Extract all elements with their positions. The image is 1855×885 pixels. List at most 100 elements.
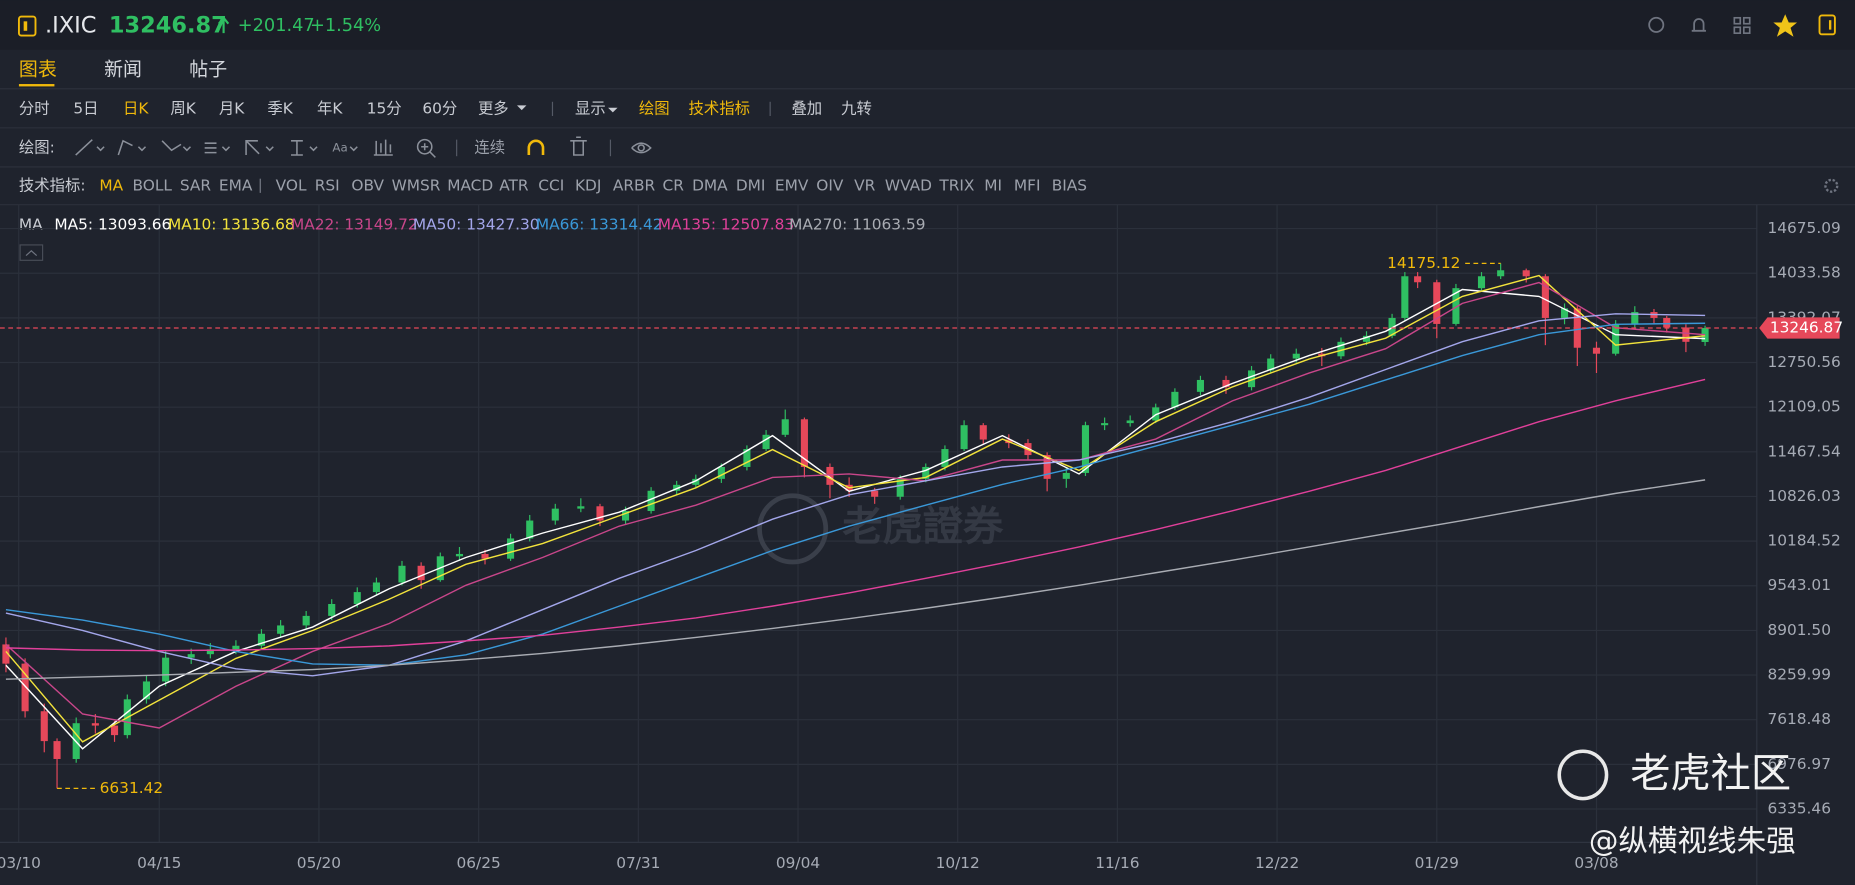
- grid-icon[interactable]: [1733, 16, 1751, 34]
- collapse-arrow: [25, 250, 38, 257]
- candle-body: [621, 511, 630, 521]
- period[interactable]: 年K: [317, 99, 343, 117]
- candle-body: [162, 657, 170, 682]
- indicator[interactable]: SAR: [180, 176, 212, 194]
- indicator[interactable]: MACD: [447, 176, 493, 194]
- candle-body: [1362, 335, 1371, 342]
- legend-entry: MA66: 13314.42: [536, 215, 663, 233]
- period[interactable]: 月K: [219, 99, 245, 117]
- candle-body: [1541, 276, 1549, 318]
- y-tick-label: 6335.46: [1767, 799, 1831, 817]
- overlay[interactable]: 叠加: [791, 99, 822, 117]
- indicator[interactable]: ATR: [499, 176, 529, 194]
- candle-body: [1631, 312, 1639, 324]
- indicator[interactable]: MFI: [1014, 176, 1041, 194]
- period[interactable]: 5日: [73, 99, 98, 117]
- candle-body: [1663, 317, 1671, 328]
- x-tick-label: 01/29: [1415, 854, 1459, 872]
- menu-icon[interactable]: [17, 15, 37, 37]
- indicator[interactable]: CCI: [538, 176, 564, 194]
- candle-body: [1497, 270, 1505, 277]
- indicator[interactable]: EMA: [219, 176, 253, 194]
- refresh-icon[interactable]: [1648, 16, 1665, 33]
- watermark-logo: [757, 493, 829, 565]
- indicator[interactable]: WVAD: [885, 176, 932, 194]
- panel-icon[interactable]: [1818, 14, 1836, 36]
- collapse-button[interactable]: [19, 244, 44, 261]
- annotation: 14175.12: [1387, 254, 1460, 272]
- period[interactable]: 15分: [367, 99, 402, 117]
- candle-body: [1152, 407, 1160, 421]
- x-tick-label: 03/10: [0, 854, 41, 872]
- period[interactable]: 更多: [478, 99, 509, 117]
- indicator[interactable]: BIAS: [1052, 176, 1087, 194]
- candle-body: [353, 592, 361, 604]
- dropdown-arrow: [516, 105, 527, 111]
- up-arrow: [218, 16, 230, 34]
- candle-body: [960, 425, 968, 450]
- y-tick-label: 8259.99: [1767, 666, 1831, 684]
- indicator[interactable]: MI: [984, 176, 1002, 194]
- candle-body: [1522, 270, 1530, 277]
- drawing-tools[interactable]: [75, 136, 652, 158]
- overlay[interactable]: 九转: [841, 99, 872, 117]
- indicator[interactable]: OBV: [351, 176, 384, 194]
- indicator[interactable]: BOLL: [133, 176, 173, 194]
- bell-icon[interactable]: [1691, 18, 1706, 32]
- drawing-mode[interactable]: 连续: [474, 138, 505, 156]
- candle-body: [1043, 455, 1051, 479]
- y-tick-label: 10184.52: [1767, 532, 1840, 550]
- tool[interactable]: 显示: [575, 99, 606, 117]
- indicator[interactable]: EMV: [775, 176, 809, 194]
- indicator[interactable]: DMA: [692, 176, 728, 194]
- tool[interactable]: 绘图: [639, 99, 670, 117]
- candle-body: [372, 582, 380, 593]
- candle-body: [941, 449, 949, 467]
- indicator[interactable]: DMI: [736, 176, 766, 194]
- indicator[interactable]: VOL: [276, 176, 307, 194]
- indicator[interactable]: ARBR: [613, 176, 656, 194]
- settings-icon[interactable]: [1824, 178, 1839, 193]
- indicator[interactable]: RSI: [315, 176, 340, 194]
- y-tick-label: 7618.48: [1767, 710, 1831, 728]
- candle-body: [692, 478, 700, 485]
- indicator[interactable]: CR: [663, 176, 685, 194]
- period[interactable]: 60分: [422, 99, 457, 117]
- candle-body: [762, 434, 770, 450]
- candle-body: [1592, 347, 1601, 354]
- period[interactable]: 分时: [19, 99, 50, 117]
- header-bar: [0, 0, 1855, 50]
- period[interactable]: 周K: [170, 99, 196, 117]
- star-icon[interactable]: [1773, 14, 1798, 37]
- x-tick-label: 12/22: [1255, 854, 1299, 872]
- candle-body: [1401, 276, 1409, 318]
- candle-body: [142, 681, 151, 700]
- font-tool[interactable]: Aa: [332, 140, 347, 154]
- x-tick-label: 07/31: [616, 854, 660, 872]
- ma-line: [5, 288, 1706, 750]
- indicator[interactable]: KDJ: [575, 176, 601, 194]
- tab[interactable]: 帖子: [189, 58, 227, 80]
- indicator[interactable]: OIV: [816, 176, 844, 194]
- candle-body: [1452, 288, 1460, 324]
- candle-body: [979, 425, 987, 440]
- tab[interactable]: 新闻: [104, 58, 142, 80]
- candle-body: [257, 633, 265, 646]
- legend-entry: MA22: 13149.72: [291, 215, 418, 233]
- candle-body: [302, 615, 310, 626]
- candle-body: [1337, 341, 1345, 357]
- panel-icon-bar: [1828, 20, 1832, 30]
- indicator[interactable]: MA: [99, 176, 123, 194]
- indicator[interactable]: TRIX: [938, 176, 975, 194]
- indicator[interactable]: WMSR: [392, 176, 441, 194]
- candle-body: [743, 449, 751, 467]
- y-tick-label: 14675.09: [1767, 219, 1840, 237]
- period[interactable]: 季K: [267, 99, 293, 117]
- x-tick-label: 05/20: [297, 854, 341, 872]
- indicator[interactable]: VR: [854, 176, 876, 194]
- period[interactable]: 日K: [123, 99, 149, 117]
- tab[interactable]: 图表: [19, 58, 57, 80]
- x-tick-label: 06/25: [456, 854, 500, 872]
- x-tick-label: 04/15: [137, 854, 181, 872]
- tool[interactable]: 技术指标: [689, 99, 750, 117]
